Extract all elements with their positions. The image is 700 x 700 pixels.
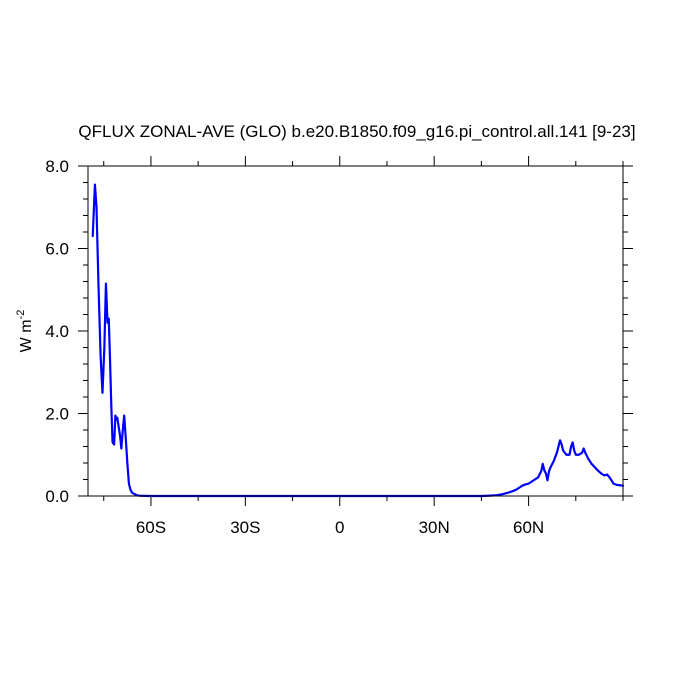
x-tick-label: 60N (513, 518, 544, 537)
y-axis-label: W m-2 (15, 310, 35, 353)
x-tick-label: 30S (230, 518, 260, 537)
y-tick-label: 2.0 (45, 405, 69, 424)
series-line-0 (91, 183, 625, 498)
y-axis-label-main: W m (18, 319, 35, 352)
y-axis-label-superscript: -2 (15, 310, 27, 320)
chart-title: QFLUX ZONAL-AVE (GLO) b.e20.B1850.f09_g1… (78, 122, 635, 141)
y-tick-label: 6.0 (45, 240, 69, 259)
x-tick-label: 60S (136, 518, 166, 537)
axes-ticks (78, 156, 633, 506)
y-tick-label: 8.0 (45, 157, 69, 176)
y-tick-label: 0.0 (45, 487, 69, 506)
plot-frame (87, 165, 624, 497)
x-tick-label: 0 (335, 518, 344, 537)
x-tick-label: 30N (419, 518, 450, 537)
y-tick-label: 4.0 (45, 322, 69, 341)
tick-labels: 60S 30S 0 30N 60N 0.0 2.0 4.0 6.0 8.0 (45, 157, 544, 537)
series-layer (91, 183, 625, 498)
